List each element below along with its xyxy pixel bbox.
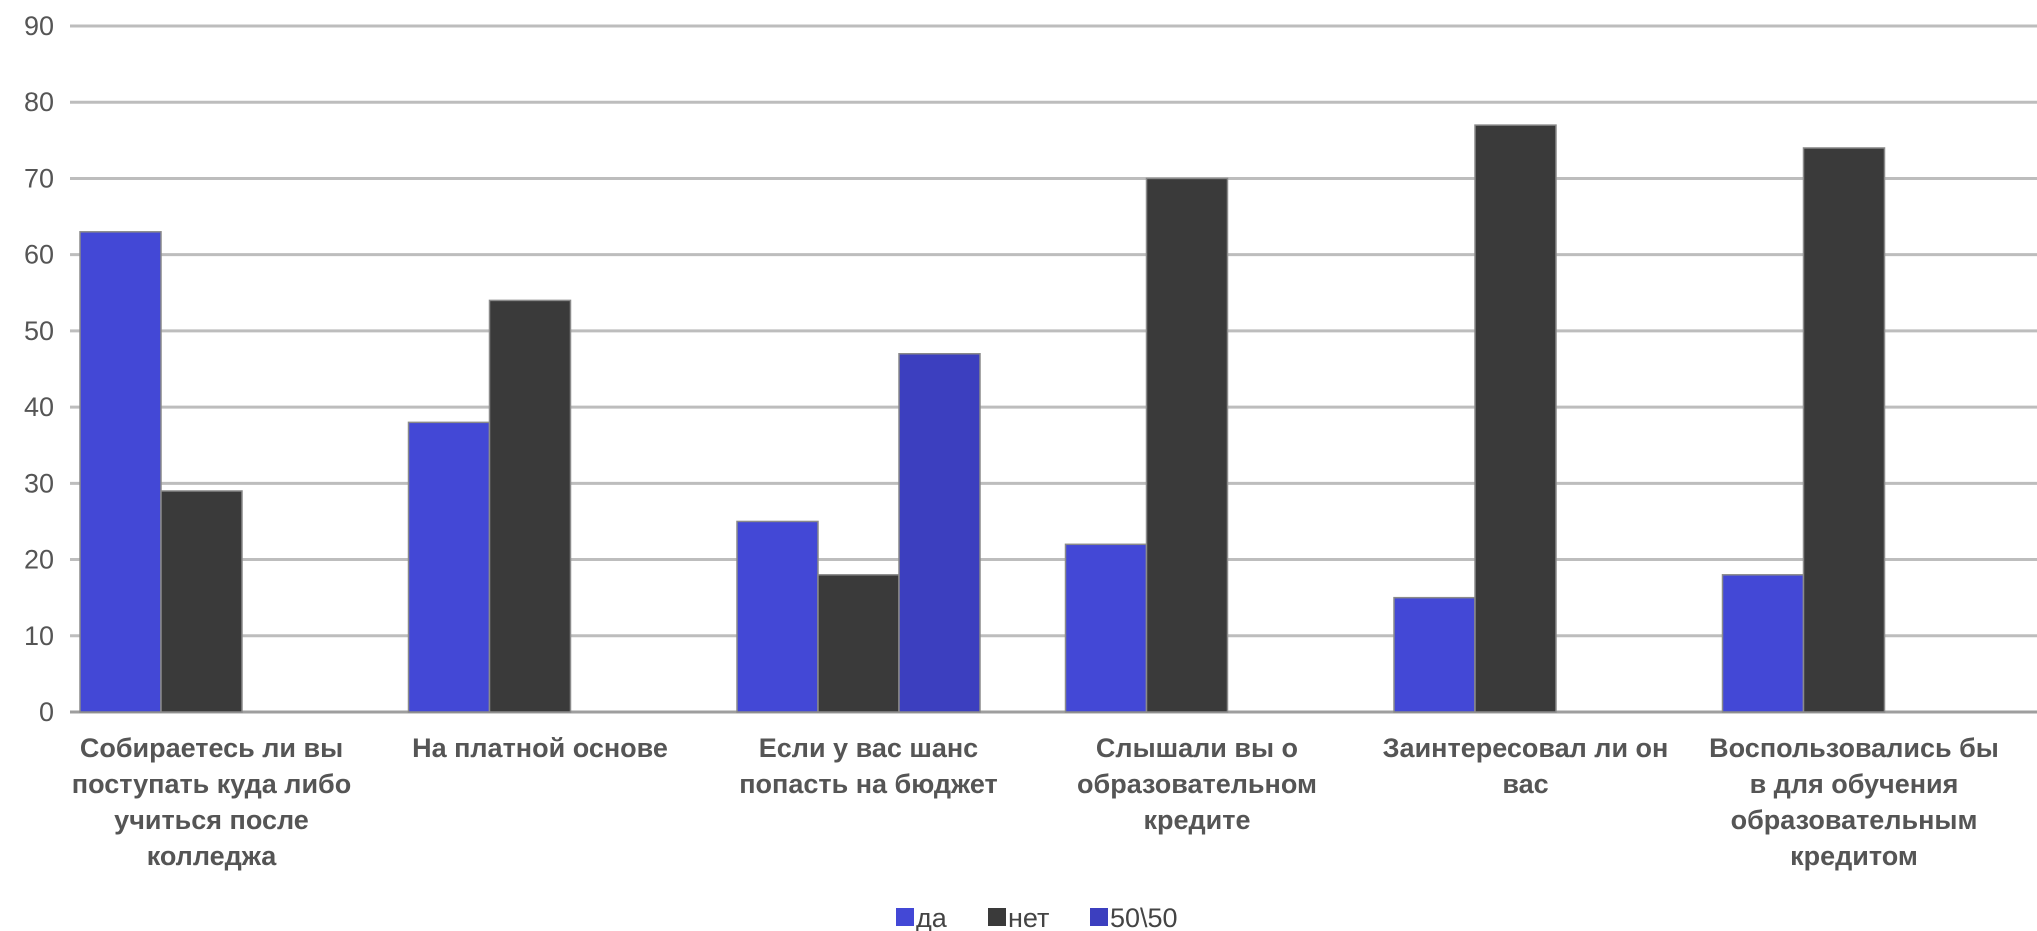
- bars: [79, 124, 1886, 713]
- bar-1-1: [488, 299, 572, 713]
- category-label-line: образовательным: [1731, 805, 1978, 835]
- bar-0-2: [736, 520, 819, 713]
- bar-0-4: [1393, 596, 1476, 713]
- legend-swatch: [988, 908, 1006, 926]
- category-label-line: Слышали вы о: [1096, 733, 1298, 763]
- y-tick-label: 80: [24, 87, 54, 117]
- category-label-line: поступать куда либо: [72, 769, 351, 799]
- bar-1-5: [1802, 147, 1886, 713]
- category-label-line: кредитом: [1790, 841, 1918, 871]
- category-label-line: Если у вас шанс: [759, 733, 978, 763]
- legend-label: 50\50: [1110, 903, 1178, 931]
- x-axis-category-labels: Собираетесь ли вы поступать куда либо учит…: [72, 733, 1999, 871]
- bar-1-2: [817, 574, 900, 713]
- y-tick-label: 50: [24, 316, 54, 346]
- category-label-line: образовательном: [1077, 769, 1317, 799]
- y-tick-label: 60: [24, 240, 54, 270]
- bar-1-4: [1474, 124, 1557, 713]
- category-label-line: в для обучения: [1750, 769, 1959, 799]
- bar-1-3: [1145, 177, 1229, 713]
- bar-0-1: [407, 421, 491, 713]
- category-label-line: Собираетесь ли вы: [80, 733, 343, 763]
- category-label: Заинтересовал ли он вас: [1383, 733, 1669, 799]
- category-label-line: попасть на бюджет: [739, 769, 997, 799]
- category-label-line: На платной основе: [412, 733, 668, 763]
- y-axis-tick-labels: 0 10 20 30 40 50 60 70 80 90: [24, 11, 54, 727]
- bar-0-0: [79, 231, 162, 713]
- category-label-line: учиться после: [114, 805, 309, 835]
- y-tick-label: 0: [39, 697, 54, 727]
- legend: да нет 50\50: [896, 903, 1178, 931]
- bar-1-0: [160, 490, 243, 713]
- legend-label: да: [916, 903, 948, 931]
- bar-0-5: [1721, 574, 1805, 713]
- category-label-line: кредите: [1144, 805, 1251, 835]
- category-label-line: Воспользовались бы: [1709, 733, 1999, 763]
- legend-swatch: [1090, 908, 1108, 926]
- gridlines: [70, 24, 2037, 714]
- category-label-line: Заинтересовал ли он: [1383, 733, 1669, 763]
- category-label: Если у вас шанс попасть на бюджет: [739, 733, 997, 799]
- category-label: Слышали вы о образовательном кредите: [1077, 733, 1317, 835]
- category-label-line: колледжа: [147, 841, 278, 871]
- y-tick-label: 20: [24, 545, 54, 575]
- legend-swatch: [896, 908, 914, 926]
- bar-0-3: [1064, 543, 1148, 713]
- y-tick-label: 30: [24, 468, 54, 498]
- legend-label: нет: [1008, 903, 1049, 931]
- y-tick-label: 40: [24, 392, 54, 422]
- category-label-line: вас: [1502, 769, 1548, 799]
- bar-2-2: [898, 353, 981, 713]
- category-label: Воспользовались бы в для обучения образова…: [1709, 733, 1999, 871]
- y-tick-label: 10: [24, 621, 54, 651]
- y-tick-label: 90: [24, 11, 54, 41]
- category-label: Собираетесь ли вы поступать куда либо учит…: [72, 733, 351, 871]
- category-label: На платной основе: [412, 733, 668, 763]
- y-tick-label: 70: [24, 163, 54, 193]
